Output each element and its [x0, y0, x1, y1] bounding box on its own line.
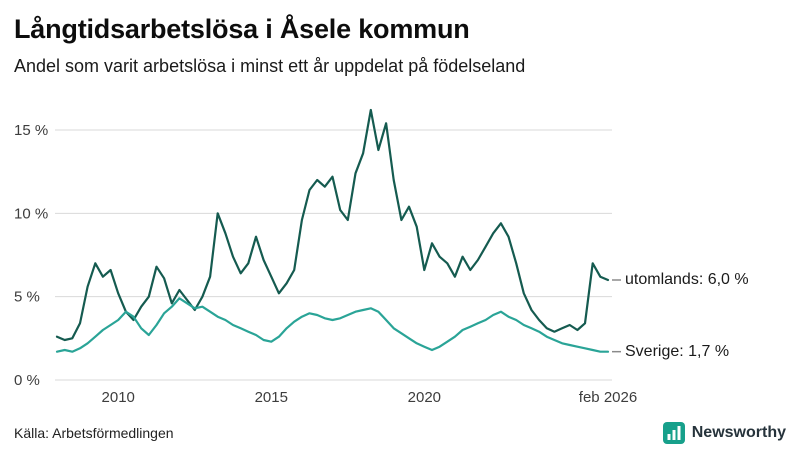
chart-footer: Källa: Arbetsförmedlingen Newsworthy: [0, 422, 800, 444]
series-label-utomlands: utomlands: 6,0 %: [625, 271, 749, 288]
chart-header: Långtidsarbetslösa i Åsele kommun Andel …: [0, 0, 800, 77]
newsworthy-icon: [662, 422, 685, 444]
svg-text:15 %: 15 %: [14, 122, 48, 139]
newsworthy-wordmark: Newsworthy: [691, 424, 786, 441]
svg-text:2010: 2010: [102, 389, 135, 406]
chart-subtitle: Andel som varit arbetslösa i minst ett å…: [14, 56, 526, 77]
newsworthy-logo[interactable]: Newsworthy: [662, 422, 786, 444]
line-chart: 0 % 5 % 10 % 15 % 2010 2015 2020 feb 2026 utoml…: [0, 95, 800, 410]
svg-text:10 %: 10 %: [14, 205, 48, 222]
svg-text:feb 2026: feb 2026: [579, 389, 637, 406]
series-label-sverige: Sverige: 1,7 %: [625, 342, 730, 360]
svg-text:5 %: 5 %: [14, 289, 40, 306]
svg-text:2020: 2020: [408, 389, 441, 406]
chart-title: Långtidsarbetslösa i Åsele kommun: [14, 14, 470, 44]
source-note: Källa: Arbetsförmedlingen: [14, 425, 174, 441]
svg-text:2015: 2015: [255, 389, 288, 406]
svg-text:0 %: 0 %: [14, 372, 40, 389]
chart-canvas: 0 % 5 % 10 % 15 % 2010 2015 2020 feb 2026: [14, 108, 637, 406]
